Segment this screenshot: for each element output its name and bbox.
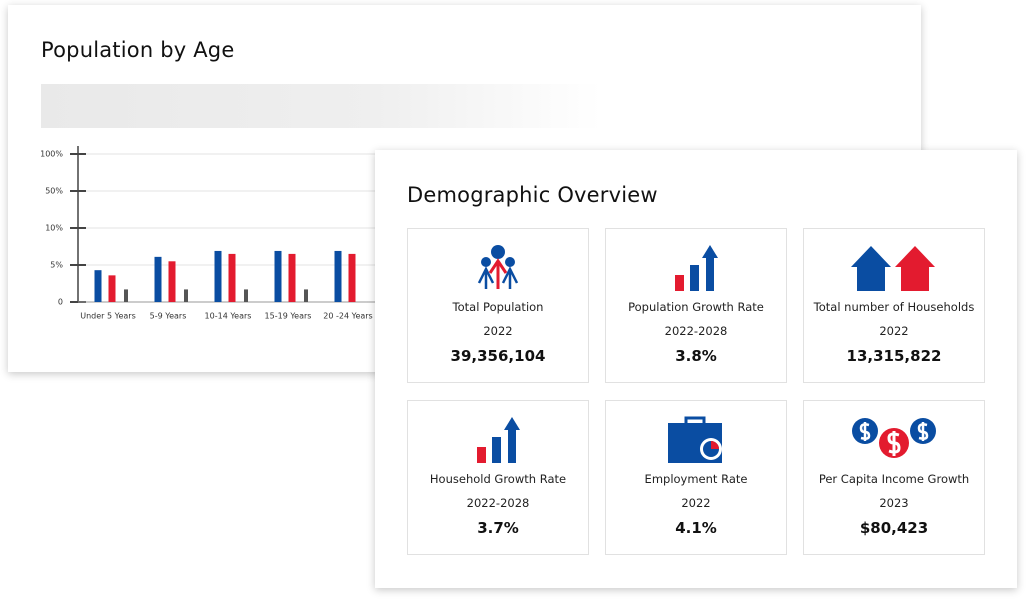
tile-label: Total Population bbox=[452, 300, 544, 314]
bar bbox=[124, 289, 128, 302]
tile-label: Household Growth Rate bbox=[429, 472, 567, 486]
stat-tile: Population Growth Rate 2022-2028 3.8% bbox=[605, 228, 787, 383]
tile-period: 2022 bbox=[879, 324, 909, 338]
tile-value: 4.1% bbox=[675, 519, 717, 537]
tile-label: Employment Rate bbox=[644, 472, 748, 486]
tile-period: 2023 bbox=[879, 496, 909, 510]
bar bbox=[304, 289, 308, 302]
x-tick-label: Under 5 Years bbox=[80, 312, 136, 321]
bar bbox=[154, 256, 162, 302]
tile-label: Total number of Households bbox=[813, 300, 975, 314]
bar bbox=[334, 250, 342, 302]
houses-icon bbox=[851, 246, 935, 291]
y-tick-label: 100% bbox=[40, 150, 63, 159]
bar bbox=[228, 253, 236, 302]
tile-period: 2022-2028 bbox=[664, 324, 728, 338]
stat-tile: Per Capita Income Growth 2023 $80,423 bbox=[803, 400, 985, 555]
growth-icon bbox=[675, 245, 718, 291]
tile-period: 2022 bbox=[681, 496, 711, 510]
tile-value: 3.7% bbox=[477, 519, 519, 537]
tile-label: Per Capita Income Growth bbox=[818, 472, 970, 486]
tile-value: 3.8% bbox=[675, 347, 717, 365]
people-icon bbox=[477, 245, 519, 289]
stat-tile: Employment Rate 2022 4.1% bbox=[605, 400, 787, 555]
card-title: Population by Age bbox=[41, 38, 235, 62]
tile-value: 13,315,822 bbox=[846, 347, 942, 365]
bar bbox=[168, 261, 176, 302]
card-title: Demographic Overview bbox=[407, 183, 658, 207]
x-tick-label: 5-9 Years bbox=[150, 312, 187, 321]
bar bbox=[288, 253, 296, 302]
overview-card: Demographic Overview Total Population 20… bbox=[375, 150, 1017, 588]
money-icon bbox=[852, 418, 936, 460]
tile-period: 2022 bbox=[483, 324, 513, 338]
x-tick-label: 20 -24 Years bbox=[323, 312, 372, 321]
loading-placeholder bbox=[41, 84, 601, 128]
stat-tile: Total Population 2022 39,356,104 bbox=[407, 228, 589, 383]
tile-value: 39,356,104 bbox=[450, 347, 546, 365]
bar bbox=[274, 250, 282, 302]
stat-tile: Total number of Households 2022 13,315,8… bbox=[803, 228, 985, 383]
bar bbox=[184, 289, 188, 302]
bar bbox=[94, 270, 102, 302]
bar bbox=[348, 253, 356, 302]
y-tick-label: 10% bbox=[45, 224, 63, 233]
tile-value: $80,423 bbox=[859, 519, 929, 537]
bar bbox=[108, 275, 116, 302]
stat-tile: Household Growth Rate 2022-2028 3.7% bbox=[407, 400, 589, 555]
briefcase-icon bbox=[668, 416, 722, 463]
tile-period: 2022-2028 bbox=[466, 496, 530, 510]
growth-icon bbox=[477, 417, 520, 463]
y-tick-label: 0 bbox=[58, 298, 63, 307]
x-tick-label: 10-14 Years bbox=[205, 312, 252, 321]
x-tick-label: 15-19 Years bbox=[265, 312, 312, 321]
bar bbox=[214, 250, 222, 302]
y-tick-label: 50% bbox=[45, 187, 63, 196]
tile-label: Population Growth Rate bbox=[628, 300, 764, 314]
bar bbox=[244, 289, 248, 302]
y-tick-label: 5% bbox=[50, 261, 63, 270]
